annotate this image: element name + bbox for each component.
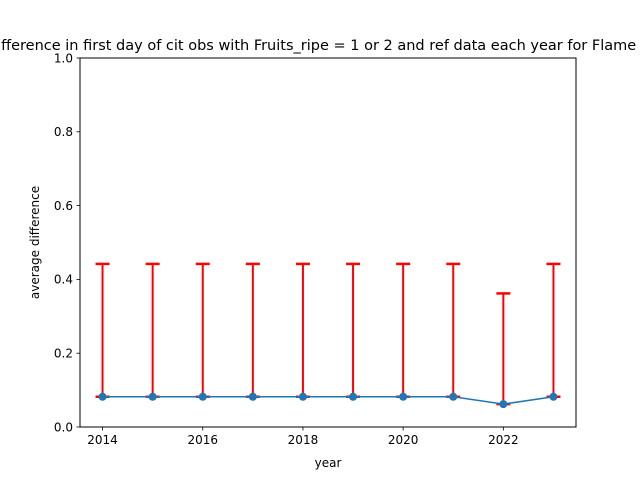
y-axis-label: average difference <box>28 186 42 299</box>
data-point <box>298 392 307 401</box>
x-tick-label: 2020 <box>388 433 419 447</box>
data-point <box>198 392 207 401</box>
x-tick-label: 2016 <box>187 433 218 447</box>
x-tick-label: 2022 <box>488 433 519 447</box>
y-tick-label: 0.2 <box>54 347 73 361</box>
data-point <box>98 392 107 401</box>
y-tick-label: 0.4 <box>54 273 73 287</box>
y-tick-label: 1.0 <box>54 51 73 65</box>
y-tick-label: 0.6 <box>54 199 73 213</box>
data-point <box>399 392 408 401</box>
series-line <box>102 395 554 405</box>
x-tick-label: 2018 <box>288 433 319 447</box>
y-axis-ticks: 0.0 0.2 0.4 0.6 0.8 1.0 <box>54 51 80 434</box>
x-tick-label: 2014 <box>87 433 118 447</box>
chart-title: Average difference in first day of cit o… <box>0 38 640 54</box>
y-tick-label: 0.0 <box>54 420 73 434</box>
data-point <box>549 392 558 401</box>
data-point <box>449 392 458 401</box>
y-tick-label: 0.8 <box>54 125 73 139</box>
data-point <box>248 392 257 401</box>
chart-marks <box>95 262 561 409</box>
plot-area <box>80 58 576 427</box>
x-axis-ticks: 2014 2016 2018 2020 2022 <box>87 427 519 447</box>
x-axis-label: year <box>315 456 342 470</box>
data-point <box>349 392 358 401</box>
axes <box>79 57 577 428</box>
data-point <box>499 400 508 409</box>
data-point <box>148 392 157 401</box>
plot-frame <box>79 57 577 428</box>
